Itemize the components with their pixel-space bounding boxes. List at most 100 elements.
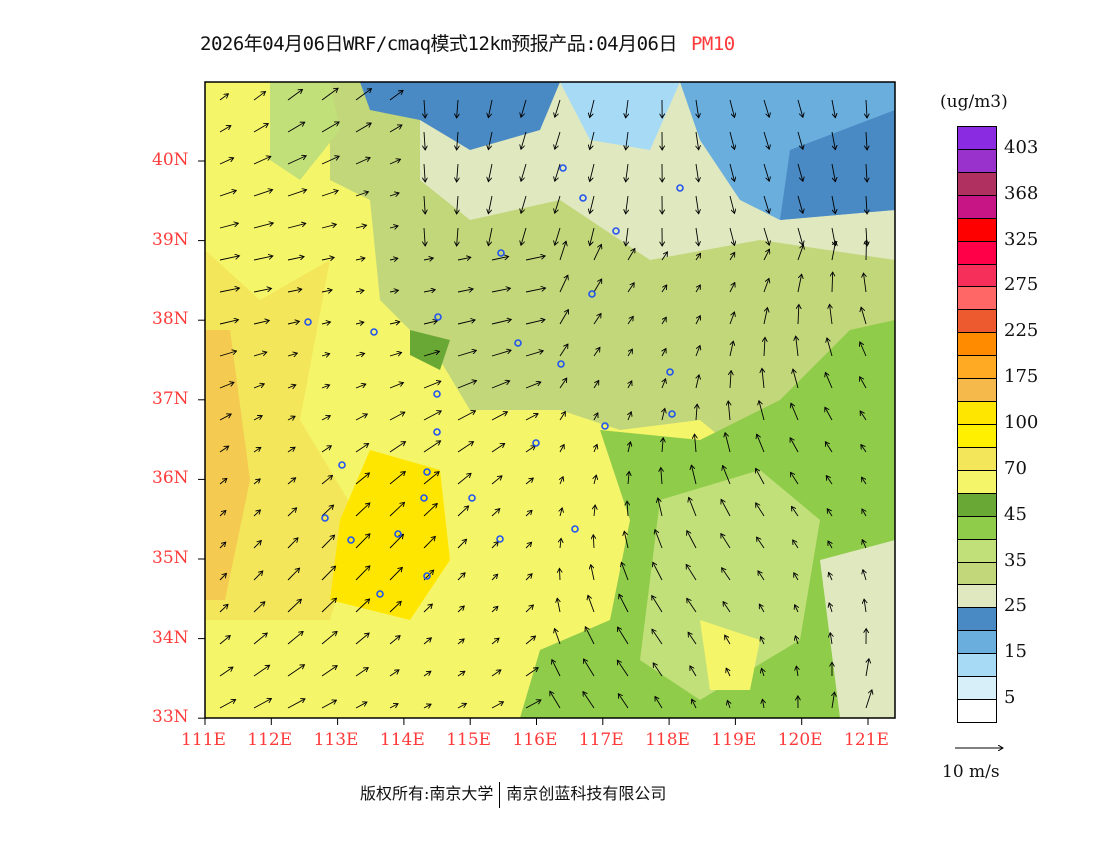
wind-vector bbox=[253, 288, 271, 293]
colorbar-swatch bbox=[957, 309, 997, 334]
wind-vector bbox=[730, 371, 731, 389]
colorbar-swatch bbox=[957, 492, 997, 517]
colorbar-swatch bbox=[957, 171, 997, 196]
city-marker bbox=[496, 535, 504, 543]
colorbar-swatch bbox=[957, 561, 997, 586]
wind-vector bbox=[825, 407, 833, 421]
wind-vector bbox=[727, 700, 730, 709]
wind-vector bbox=[321, 354, 330, 356]
wind-vector bbox=[525, 414, 538, 421]
wind-vector bbox=[797, 274, 802, 293]
copyright-right: 南京创蓝科技有限公司 bbox=[506, 784, 667, 803]
wind-vector bbox=[864, 599, 866, 613]
wind-vector bbox=[559, 412, 565, 421]
wind-vector bbox=[521, 131, 527, 149]
wind-vector bbox=[219, 604, 228, 613]
wind-vector bbox=[491, 638, 499, 645]
wind-vector bbox=[729, 283, 735, 293]
wind-vector bbox=[389, 601, 401, 613]
lon-tick-label: 115E bbox=[446, 730, 492, 750]
wind-vector bbox=[797, 195, 803, 213]
wind-vector bbox=[662, 317, 666, 325]
wind-vector bbox=[521, 163, 527, 181]
wind-vector bbox=[797, 131, 803, 149]
colorbar-swatch bbox=[957, 194, 997, 219]
wind-vector bbox=[760, 637, 764, 645]
wind-vector bbox=[521, 99, 527, 117]
wind-vector bbox=[457, 99, 458, 118]
wind-vector bbox=[321, 700, 336, 709]
wind-vector bbox=[457, 257, 471, 260]
wind-vector bbox=[491, 542, 498, 549]
wind-vector bbox=[759, 401, 765, 421]
wind-vector bbox=[866, 195, 867, 214]
city-marker bbox=[376, 590, 384, 598]
wind-vector bbox=[658, 498, 663, 517]
city-marker bbox=[347, 536, 355, 544]
wind-vector bbox=[555, 629, 561, 645]
wind-vector bbox=[389, 704, 398, 709]
wind-vector bbox=[355, 444, 369, 453]
wind-vector bbox=[757, 537, 765, 549]
wind-vector bbox=[389, 159, 400, 165]
wind-vector bbox=[624, 531, 629, 549]
wind-vector bbox=[695, 316, 700, 325]
wind-vector bbox=[725, 635, 731, 645]
wind-vector bbox=[626, 99, 628, 118]
wind-vector bbox=[590, 131, 595, 149]
wind-vector bbox=[423, 290, 435, 292]
wind-vector bbox=[790, 438, 799, 453]
colorbar-label: 25 bbox=[1004, 595, 1027, 617]
wind-vector bbox=[863, 570, 866, 581]
wind-vector bbox=[423, 258, 433, 260]
wind-vector bbox=[795, 636, 798, 645]
wind-vector bbox=[491, 381, 510, 389]
wind-vector bbox=[423, 472, 439, 485]
wind-vector bbox=[219, 190, 236, 197]
wind-vector bbox=[729, 227, 735, 245]
wind-vector bbox=[590, 227, 595, 245]
wind-vector bbox=[423, 704, 431, 708]
wind-vector bbox=[491, 319, 511, 325]
wind-vector bbox=[423, 638, 431, 645]
wind-vector bbox=[253, 699, 271, 709]
wind-vector bbox=[321, 88, 338, 101]
wind-vector bbox=[389, 442, 405, 453]
wind-vector bbox=[763, 195, 769, 213]
wind-vector bbox=[355, 473, 369, 485]
wind-vector bbox=[584, 659, 595, 677]
wind-vector bbox=[457, 320, 475, 325]
wind-vector bbox=[619, 594, 629, 613]
wind-vector bbox=[521, 227, 527, 245]
wind-vector bbox=[729, 163, 735, 181]
wind-vector bbox=[863, 273, 866, 293]
wind-vector bbox=[725, 433, 731, 453]
wind-vector bbox=[488, 227, 493, 246]
wind-vector bbox=[355, 290, 364, 292]
wind-vector bbox=[253, 256, 273, 261]
wind-vector bbox=[555, 227, 561, 245]
wind-vector bbox=[219, 158, 234, 165]
wind-vector bbox=[593, 535, 594, 549]
wind-vector bbox=[830, 304, 832, 325]
wind-vector bbox=[793, 369, 799, 389]
colorbar-label: 175 bbox=[1004, 366, 1039, 388]
wind-vector bbox=[355, 668, 368, 677]
wind-vector bbox=[550, 691, 561, 709]
wind-vector bbox=[559, 241, 566, 261]
wind-vector bbox=[829, 603, 832, 613]
wind-vector bbox=[696, 195, 699, 214]
colorbar-swatch bbox=[957, 469, 997, 494]
wind-vector bbox=[729, 312, 735, 325]
wind-vector bbox=[866, 163, 867, 182]
wind-vector bbox=[491, 670, 501, 677]
wind-vector bbox=[628, 381, 632, 389]
wind-vector bbox=[525, 288, 546, 293]
wind-vector bbox=[696, 227, 699, 246]
wind-vector bbox=[628, 442, 631, 453]
wind-vector bbox=[593, 313, 601, 325]
wind-vector bbox=[791, 506, 799, 517]
wind-vector bbox=[457, 473, 471, 485]
wind-vector bbox=[321, 631, 337, 645]
city-marker bbox=[423, 572, 431, 580]
